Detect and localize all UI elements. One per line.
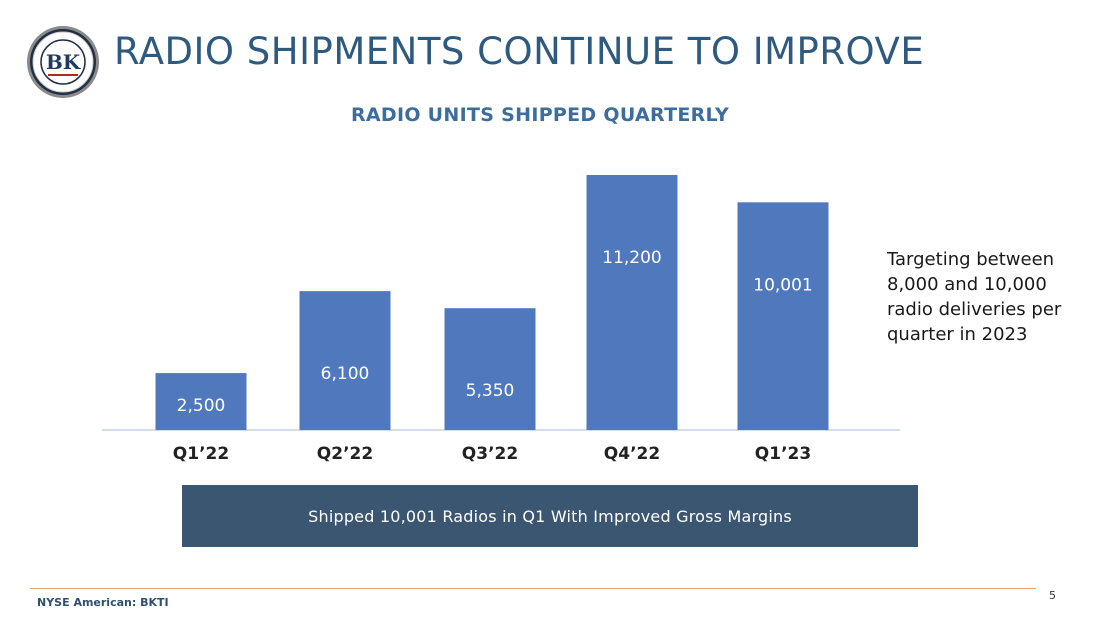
x-tick-label-q123: Q1’23 bbox=[755, 444, 811, 464]
data-label-q322: 5,350 bbox=[466, 381, 515, 401]
slide-title: RADIO SHIPMENTS CONTINUE TO IMPROVE bbox=[114, 30, 925, 73]
bar-q422 bbox=[586, 175, 678, 430]
x-tick-label-q322: Q3’22 bbox=[462, 444, 518, 464]
ticker-label: NYSE American: BKTI bbox=[37, 596, 169, 609]
data-label-q122: 2,500 bbox=[177, 396, 226, 416]
bar-chart: 2,500 Q1’22 6,100 Q2’22 5,350 Q3’22 11,200 Q4’2… bbox=[102, 175, 900, 464]
summary-banner: Shipped 10,001 Radios in Q1 With Improve… bbox=[182, 485, 918, 547]
bar-q222 bbox=[299, 291, 391, 430]
bar-q122 bbox=[155, 373, 247, 430]
x-tick-label-q422: Q4’22 bbox=[604, 444, 660, 464]
data-label-q222: 6,100 bbox=[321, 364, 370, 384]
target-note: Targeting between 8,000 and 10,000 radio… bbox=[887, 249, 1062, 345]
x-tick-label-q122: Q1’22 bbox=[173, 444, 229, 464]
company-logo: BK bbox=[27, 26, 99, 98]
page-number: 5 bbox=[1049, 589, 1056, 602]
data-label-q123: 10,001 bbox=[753, 275, 812, 295]
summary-banner-text: Shipped 10,001 Radios in Q1 With Improve… bbox=[308, 506, 792, 526]
logo-text: BK bbox=[46, 50, 81, 74]
bar-q322 bbox=[444, 308, 536, 430]
footer-divider bbox=[30, 588, 1036, 589]
chart-title: RADIO UNITS SHIPPED QUARTERLY bbox=[350, 104, 730, 126]
x-tick-label-q222: Q2’22 bbox=[317, 444, 373, 464]
data-label-q422: 11,200 bbox=[602, 248, 661, 268]
bar-q123 bbox=[737, 202, 829, 430]
